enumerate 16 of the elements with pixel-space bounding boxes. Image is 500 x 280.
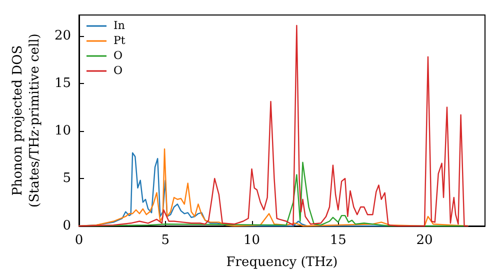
x-tick-label: 20 [416,233,433,248]
legend-label: O [114,64,123,77]
legend-label: O [114,49,123,62]
x-tick-label: 10 [243,233,260,248]
y-axis-title: Phonon projected DOS (States/THz·primitive cell) [10,33,43,208]
x-tick-label: 0 [74,233,84,248]
y-tick-label: 20 [54,28,71,44]
x-axis-title: Frequency (THz) [226,255,338,270]
y-tick-label: 15 [54,76,71,91]
legend-label: Pt [114,34,126,47]
y-tick-label: 5 [62,170,71,186]
x-tick-label: 5 [161,233,170,248]
y-tick-label: 0 [62,218,71,234]
x-tick-label: 15 [330,233,346,248]
legend-label: In [114,19,125,32]
y-tick-label: 10 [54,123,71,138]
